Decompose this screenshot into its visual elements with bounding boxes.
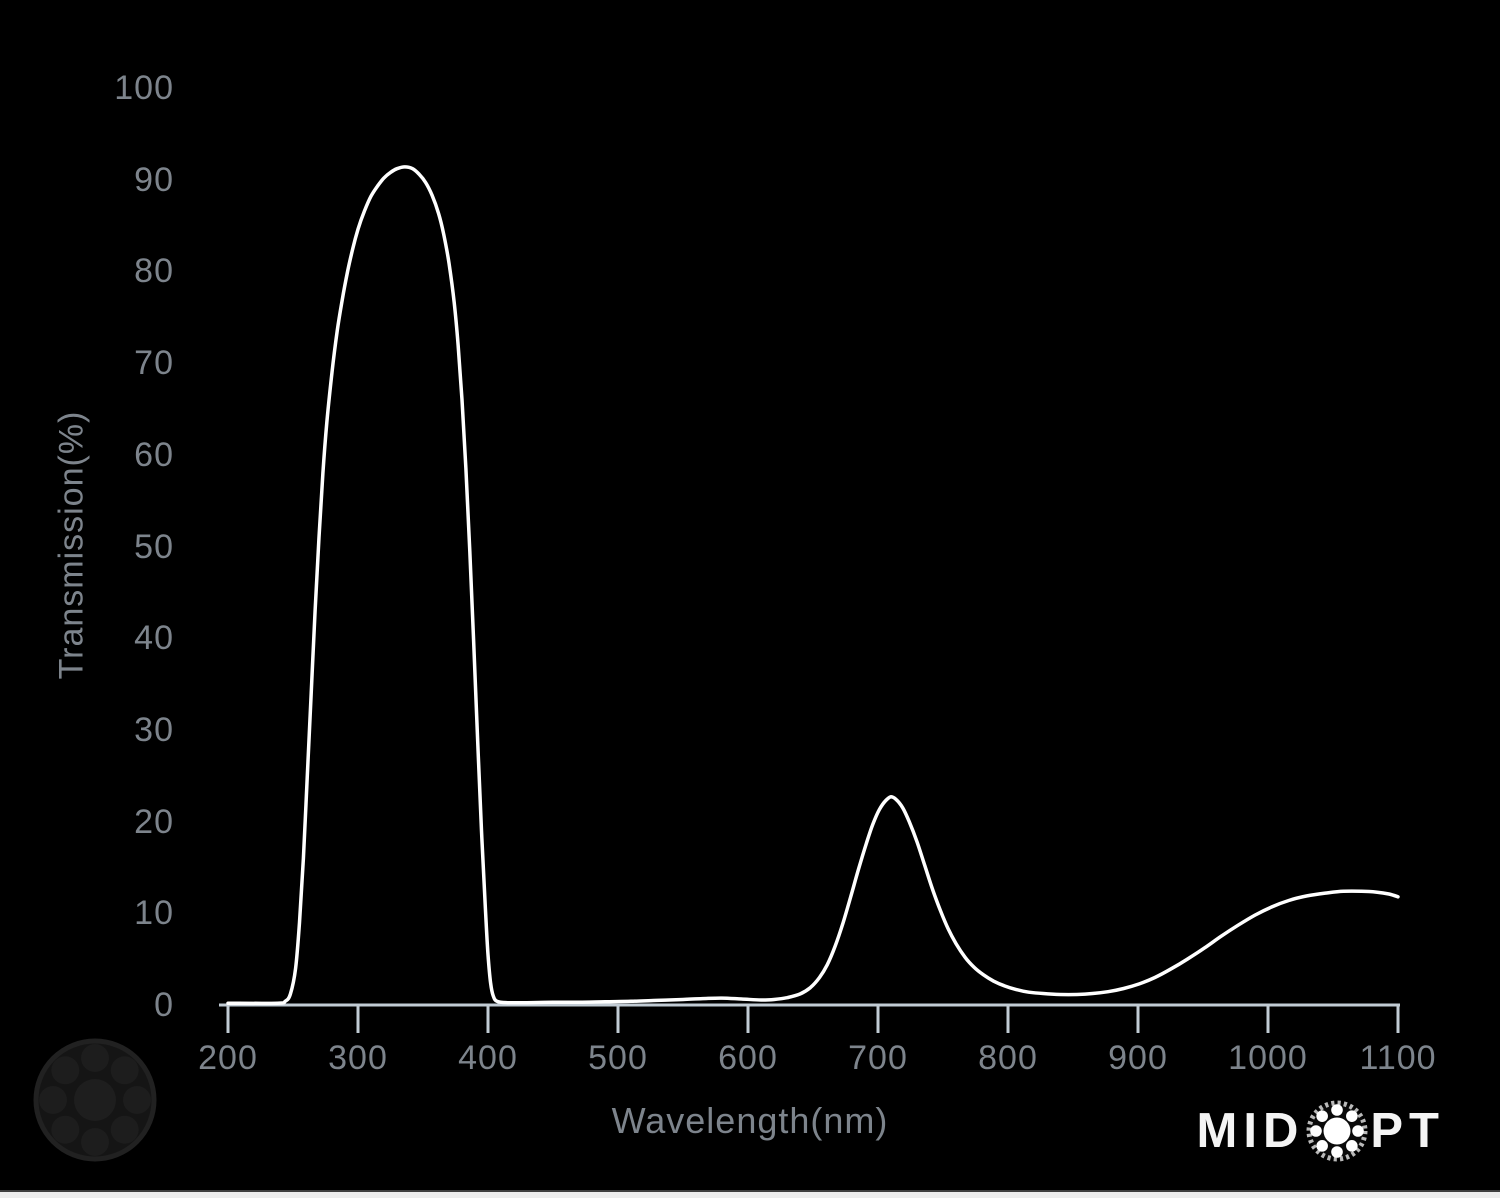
x-tick-label: 800: [978, 1039, 1038, 1077]
x-tick-label: 500: [588, 1039, 648, 1077]
y-tick-label: 80: [134, 252, 174, 291]
x-tick-label: 200: [198, 1039, 258, 1077]
x-tick-label: 700: [848, 1039, 908, 1077]
y-tick-label: 20: [134, 802, 174, 841]
transmission-curve: [226, 165, 1400, 1006]
midopt-logo: MID PT: [1197, 1096, 1445, 1166]
y-tick-label: 90: [134, 160, 174, 199]
y-tick-label: 70: [134, 344, 174, 383]
y-tick-label: 40: [134, 619, 174, 658]
x-axis-title: Wavelength(nm): [611, 1100, 889, 1141]
page-bottom-edge: [0, 1190, 1500, 1198]
midopt-wordmark-left: MID: [1196, 1104, 1305, 1158]
y-axis-title: Transmission(%): [52, 410, 91, 680]
x-tick-label: 1100: [1359, 1039, 1437, 1077]
midopt-bearing-emblem-icon: [1306, 1100, 1368, 1162]
y-tick-label: 100: [114, 69, 174, 107]
x-tick-label: 300: [328, 1039, 388, 1077]
y-tick-label: 50: [134, 527, 174, 566]
y-tick-label: 0: [154, 986, 174, 1024]
x-tick-label: 1000: [1228, 1039, 1308, 1077]
x-tick-label: 600: [718, 1039, 778, 1077]
x-tick-label: 900: [1108, 1039, 1168, 1077]
y-tick-label: 60: [134, 435, 174, 474]
midopt-wordmark-right: PT: [1370, 1104, 1445, 1158]
y-tick-label: 10: [134, 894, 174, 933]
ball-bearing-watermark-icon: [33, 1038, 157, 1162]
y-tick-label: 30: [134, 710, 174, 749]
x-tick-label: 400: [458, 1039, 518, 1077]
